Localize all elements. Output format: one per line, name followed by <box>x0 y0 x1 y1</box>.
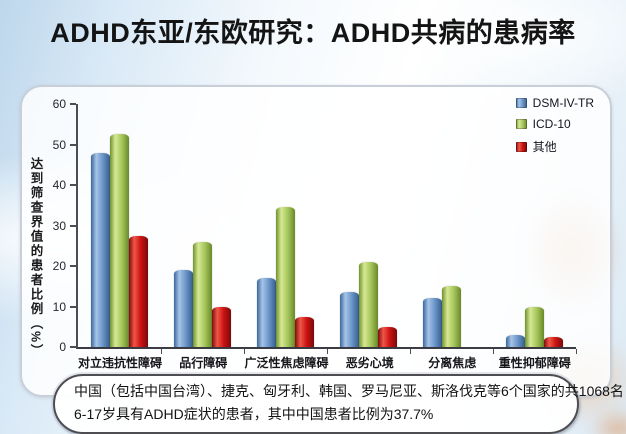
bar-series-2 <box>378 326 397 347</box>
bar-series-2 <box>212 306 231 347</box>
legend-label: ICD-10 <box>532 117 571 131</box>
chart-area: 0 10 20 30 40 50 60 对立违抗性障碍 品行障碍 广泛性焦虑障碍 恶劣心境 分离焦虑… <box>34 97 590 371</box>
bar-group <box>161 104 245 354</box>
x-category-label: 品行障碍 <box>179 356 228 370</box>
chart-panel: 达到筛查界值的患者比例（%） DSM-IV-TR ICD-10 其他 0 10 20 30… <box>20 85 612 397</box>
legend-item: 其他 <box>515 138 594 155</box>
y-tick-mark <box>70 103 76 105</box>
x-category-label: 广泛性焦虑障碍 <box>244 356 329 370</box>
bar-series-0 <box>423 298 442 347</box>
bar-series-0 <box>91 152 110 347</box>
bar-series-0 <box>257 278 276 347</box>
bar-series-2 <box>129 235 148 347</box>
legend-label: DSM-IV-TR <box>532 96 594 110</box>
y-tick-label: 30 <box>52 218 66 233</box>
bar-series-1 <box>193 241 212 347</box>
bar-series-2 <box>295 316 314 347</box>
y-tick-mark <box>70 346 76 348</box>
callout-text-line2: 6-17岁具有ADHD症状的患者，其中中国患者比例为37.7% <box>74 406 434 422</box>
y-tick-mark <box>70 265 76 268</box>
x-category-label: 分离焦虑 <box>428 356 477 370</box>
bar-series-2 <box>544 336 563 347</box>
x-category-label: 对立违抗性障碍 <box>78 356 163 370</box>
y-tick-label: 60 <box>52 97 66 111</box>
x-category-label: 恶劣心境 <box>345 356 394 370</box>
legend-item: DSM-IV-TR <box>515 96 594 110</box>
bar-group <box>327 104 411 354</box>
y-tick-label: 10 <box>52 299 66 314</box>
legend-item: ICD-10 <box>515 117 594 131</box>
y-tick-label: 20 <box>52 259 66 274</box>
bar-series-1 <box>359 261 378 347</box>
bar-series-1 <box>442 286 461 347</box>
bar-group <box>493 104 577 354</box>
chart-legend: DSM-IV-TR ICD-10 其他 <box>515 96 594 162</box>
bar-series-1 <box>110 134 129 347</box>
callout-text-line1: 中国（包括中国台湾）、捷克、匈牙利、韩国、罗马尼亚、斯洛伐克等6个国家的共106… <box>74 383 624 399</box>
y-tick-label: 0 <box>59 340 66 354</box>
bar-group <box>244 104 328 354</box>
legend-label: 其他 <box>532 140 557 154</box>
y-tick-mark <box>70 224 76 227</box>
x-category-label: 重性抑郁障碍 <box>498 356 571 370</box>
bar-group <box>78 104 162 354</box>
y-tick-mark <box>70 143 76 146</box>
y-axis-title: 达到筛查界值的患者比例（%） <box>28 157 43 359</box>
y-tick-mark <box>70 184 76 187</box>
callout-bubble: 中国（包括中国台湾）、捷克、匈牙利、韩国、罗马尼亚、斯洛伐克等6个国家的共106… <box>53 374 624 434</box>
plot-area <box>76 104 577 354</box>
y-tick-label: 40 <box>52 178 66 193</box>
bar-series-0 <box>340 292 359 347</box>
slide-title: ADHD东亚/东欧研究：ADHD共病的患病率 <box>50 18 576 48</box>
y-tick-mark <box>70 305 76 308</box>
bar-series-0 <box>506 334 525 347</box>
legend-swatch-icon <box>515 141 527 152</box>
bar-series-0 <box>174 270 193 347</box>
bar-series-1 <box>276 207 295 347</box>
legend-swatch-icon <box>515 119 527 129</box>
bar-group <box>410 104 494 354</box>
x-axis-labels: 对立违抗性障碍 品行障碍 广泛性焦虑障碍 恶劣心境 分离焦虑 重性抑郁障碍 <box>78 349 576 371</box>
legend-swatch-icon <box>515 98 527 108</box>
y-axis: 0 10 20 30 40 50 60 <box>34 97 76 354</box>
y-tick-label: 50 <box>52 137 66 152</box>
bar-series-1 <box>525 306 544 347</box>
